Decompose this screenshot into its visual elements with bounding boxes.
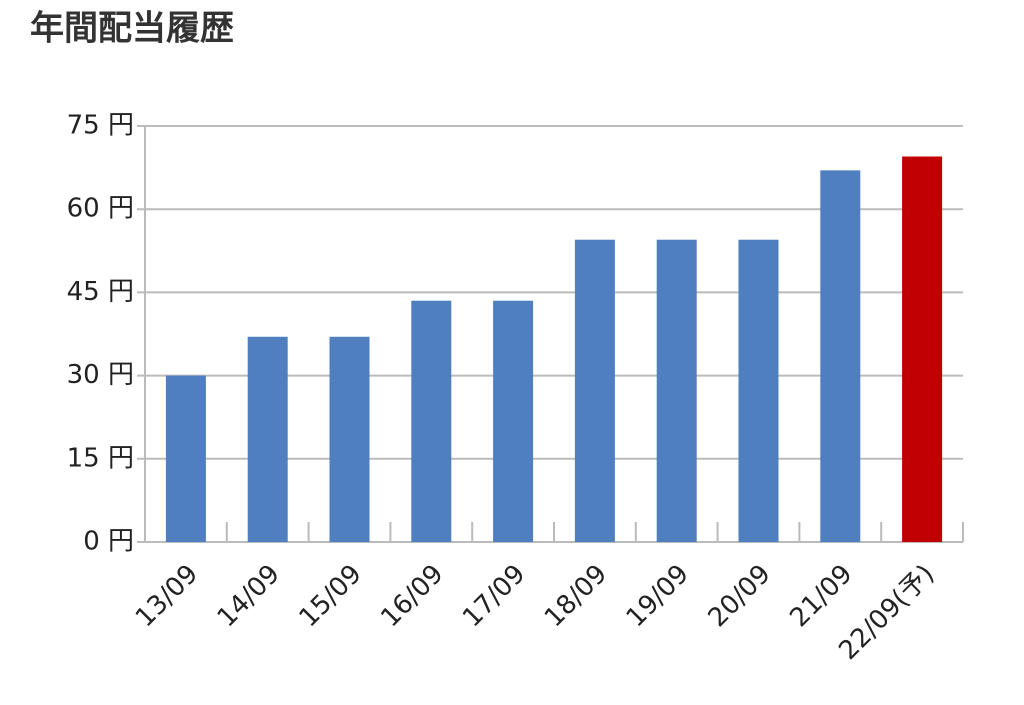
y-tick-label: 60 円	[67, 194, 134, 224]
x-tick-label: 19/09	[621, 559, 695, 633]
bar	[493, 300, 534, 542]
x-tick-label: 13/09	[130, 559, 204, 633]
y-tick-label: 15 円	[67, 443, 134, 473]
x-tick-label: 20/09	[703, 559, 777, 633]
x-tick-label: 16/09	[375, 559, 449, 633]
bar	[165, 375, 206, 542]
y-tick-label: 45 円	[67, 277, 134, 307]
bar	[574, 239, 615, 542]
x-tick-label: 21/09	[784, 559, 858, 633]
bar	[247, 336, 288, 542]
y-tick-label: 30 円	[67, 360, 134, 390]
y-tick-label: 75 円	[67, 111, 134, 141]
y-tick-label: 0 円	[83, 527, 134, 557]
x-tick-label: 14/09	[212, 559, 286, 633]
bar	[329, 336, 370, 542]
x-tick-label: 17/09	[457, 559, 531, 633]
x-tick-label: 18/09	[539, 559, 613, 633]
bar	[738, 239, 779, 542]
chart-title: 年間配当履歴	[30, 9, 234, 49]
bar	[902, 156, 943, 543]
bar	[820, 170, 861, 542]
bar	[411, 300, 452, 542]
bar	[656, 239, 697, 542]
x-tick-label: 15/09	[294, 559, 368, 633]
